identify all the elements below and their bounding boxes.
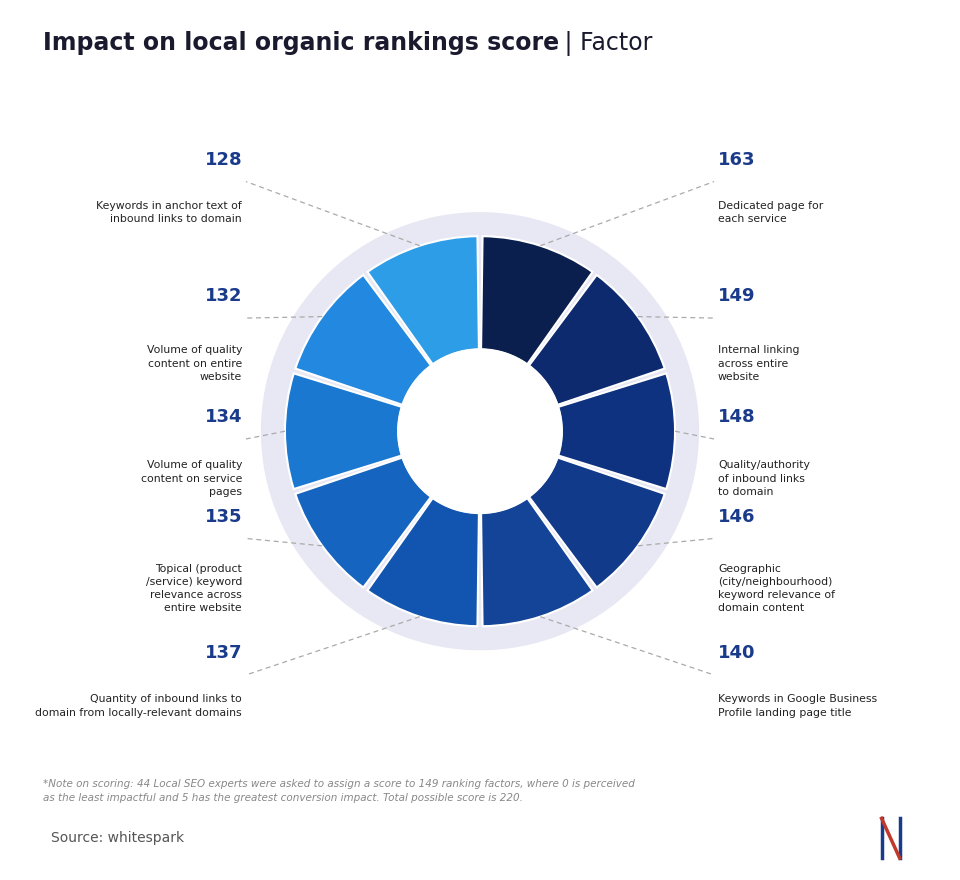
Text: *Note on scoring: 44 Local SEO experts were asked to assign a score to 149 ranki: *Note on scoring: 44 Local SEO experts w… <box>43 779 636 803</box>
Text: Geographic
(city/neighbourhood)
keyword relevance of
domain content: Geographic (city/neighbourhood) keyword … <box>718 564 835 613</box>
Text: Topical (product
/service) keyword
relevance across
entire website: Topical (product /service) keyword relev… <box>146 564 242 613</box>
Text: Dedicated page for
each service: Dedicated page for each service <box>718 201 823 224</box>
Wedge shape <box>529 275 664 405</box>
Circle shape <box>261 213 699 649</box>
Wedge shape <box>285 373 402 489</box>
Wedge shape <box>481 498 592 627</box>
Text: 140: 140 <box>718 644 756 663</box>
Text: 128: 128 <box>204 150 242 169</box>
Wedge shape <box>368 498 479 627</box>
Text: | Factor: | Factor <box>557 31 652 55</box>
Text: 146: 146 <box>718 508 756 525</box>
Wedge shape <box>481 236 592 364</box>
Wedge shape <box>296 458 431 588</box>
Text: 134: 134 <box>204 408 242 426</box>
Text: 135: 135 <box>204 508 242 525</box>
Wedge shape <box>368 236 479 364</box>
Text: Volume of quality
content on service
pages: Volume of quality content on service pag… <box>141 460 242 497</box>
Wedge shape <box>558 373 675 489</box>
Text: Internal linking
across entire
website: Internal linking across entire website <box>718 345 800 382</box>
Text: Source: whitespark: Source: whitespark <box>52 832 184 845</box>
Text: Volume of quality
content on entire
website: Volume of quality content on entire webs… <box>147 345 242 382</box>
Circle shape <box>398 349 562 513</box>
Wedge shape <box>296 275 431 405</box>
Text: 149: 149 <box>718 288 756 305</box>
Text: Impact on local organic rankings score: Impact on local organic rankings score <box>43 31 560 55</box>
Wedge shape <box>529 458 664 588</box>
Text: 132: 132 <box>204 288 242 305</box>
Text: 137: 137 <box>204 644 242 663</box>
Text: Quantity of inbound links to
domain from locally-relevant domains: Quantity of inbound links to domain from… <box>36 694 242 718</box>
Text: 163: 163 <box>718 150 756 169</box>
Text: 148: 148 <box>718 408 756 426</box>
Text: Quality/authority
of inbound links
to domain: Quality/authority of inbound links to do… <box>718 460 810 497</box>
Text: Keywords in Google Business
Profile landing page title: Keywords in Google Business Profile land… <box>718 694 877 718</box>
Text: Keywords in anchor text of
inbound links to domain: Keywords in anchor text of inbound links… <box>96 201 242 224</box>
